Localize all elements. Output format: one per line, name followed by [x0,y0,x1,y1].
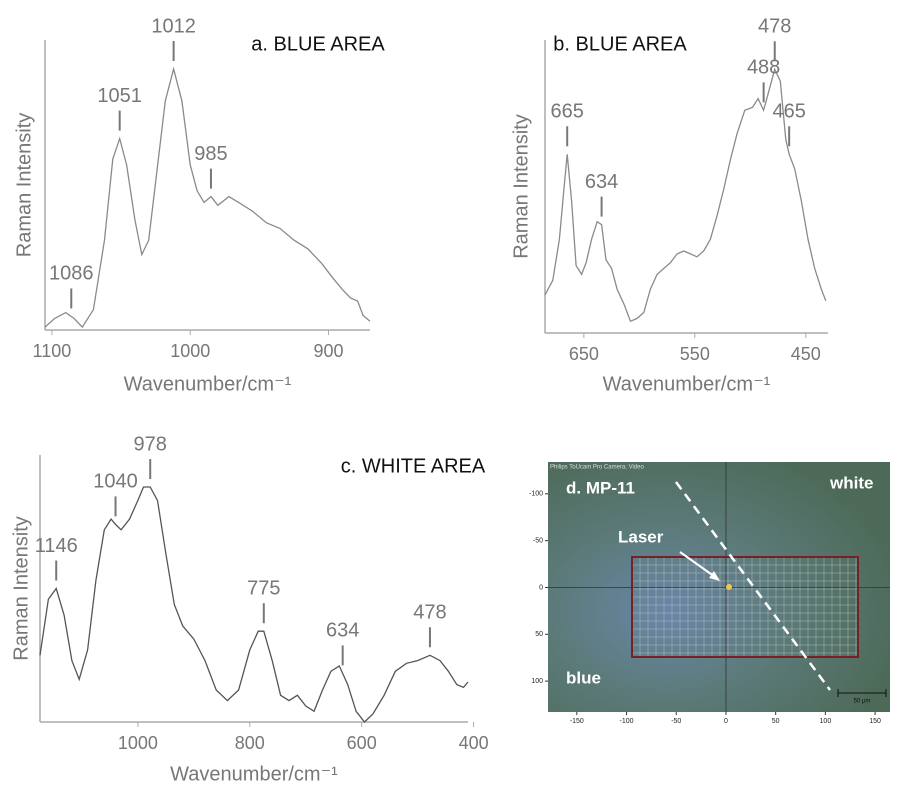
y-axis-title: Raman Intensity [10,516,32,661]
peak-label: 985 [194,143,227,165]
boundary-line [674,481,832,691]
peak-label: 775 [247,578,280,600]
y-tick-label: 100 [531,678,543,685]
x-tick-label: 400 [459,733,489,753]
x-tick-label: 1000 [118,733,158,753]
x-tick-label: 550 [680,344,710,364]
peak-label: 634 [326,620,359,642]
micrograph-header: Philips ToUcam Pro Camera; Video [550,465,644,471]
chart-title: a. BLUE AREA [251,33,385,55]
region-label: white [829,473,873,492]
peak-label: 1146 [35,535,78,557]
y-tick-label: -50 [533,537,543,544]
y-tick-label: -100 [529,491,543,498]
x-tick-label: 1100 [33,341,72,361]
x-tick-label: 50 [772,718,780,725]
peak-label: 1040 [93,471,138,493]
spectrum-line [39,486,469,723]
x-tick-label: 100 [820,718,832,725]
x-tick-label: 800 [235,733,265,753]
region-label: blue [566,668,601,687]
spectrum-line [44,66,371,329]
peak-label: 1051 [97,85,142,107]
peak-label: 978 [134,433,167,455]
x-tick-label: -100 [620,718,634,725]
y-axis-title: Raman Intensity [510,114,532,259]
x-axis-title: Wavenumber/cm⁻¹ [124,373,292,395]
y-tick-label: 0 [539,584,543,591]
y-axis-title: Raman Intensity [13,113,35,258]
x-axis-title: Wavenumber/cm⁻¹ [603,373,771,395]
x-tick-label: -150 [570,718,584,725]
spectrum-line [544,67,827,323]
x-tick-label: 900 [313,341,343,361]
peak-label: 634 [585,171,618,193]
peak-label: 478 [758,16,791,38]
chart-title: b. BLUE AREA [553,33,687,55]
chart-title: c. WHITE AREA [341,455,486,477]
peak-label: 478 [413,602,446,624]
laser-arrowhead [709,571,720,581]
x-tick-label: 150 [869,718,881,725]
x-axis-title: Wavenumber/cm⁻¹ [170,763,338,785]
x-tick-label: -50 [671,718,681,725]
x-tick-label: 600 [347,733,377,753]
peak-label: 488 [747,57,780,79]
scale-bar-label: 50 µm [854,699,871,705]
peak-label: 1012 [151,15,196,37]
peak-label: 665 [551,101,584,123]
x-tick-label: 450 [791,344,821,364]
peak-label: 465 [772,101,805,123]
scan-area [631,556,859,658]
x-tick-label: 650 [569,344,599,364]
laser-spot [726,584,732,590]
x-tick-label: 1000 [170,341,210,361]
x-tick-label: 0 [724,718,728,725]
region-label: Laser [618,527,664,546]
y-tick-label: 50 [535,631,543,638]
micrograph-image [548,462,890,712]
panel-title: d. MP-11 [566,478,635,497]
peak-label: 1086 [49,263,94,285]
